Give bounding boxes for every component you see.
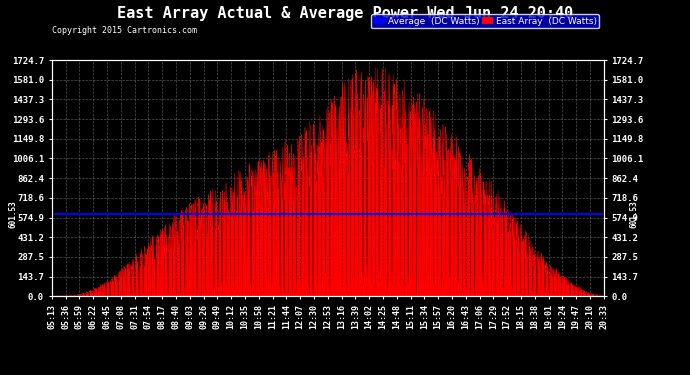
Legend: Average  (DC Watts), East Array  (DC Watts): Average (DC Watts), East Array (DC Watts… <box>371 14 599 28</box>
Text: Copyright 2015 Cartronics.com: Copyright 2015 Cartronics.com <box>52 26 197 35</box>
Text: East Array Actual & Average Power Wed Jun 24 20:40: East Array Actual & Average Power Wed Ju… <box>117 6 573 21</box>
Text: 601.53: 601.53 <box>8 200 17 228</box>
Text: 601.53: 601.53 <box>630 200 639 228</box>
